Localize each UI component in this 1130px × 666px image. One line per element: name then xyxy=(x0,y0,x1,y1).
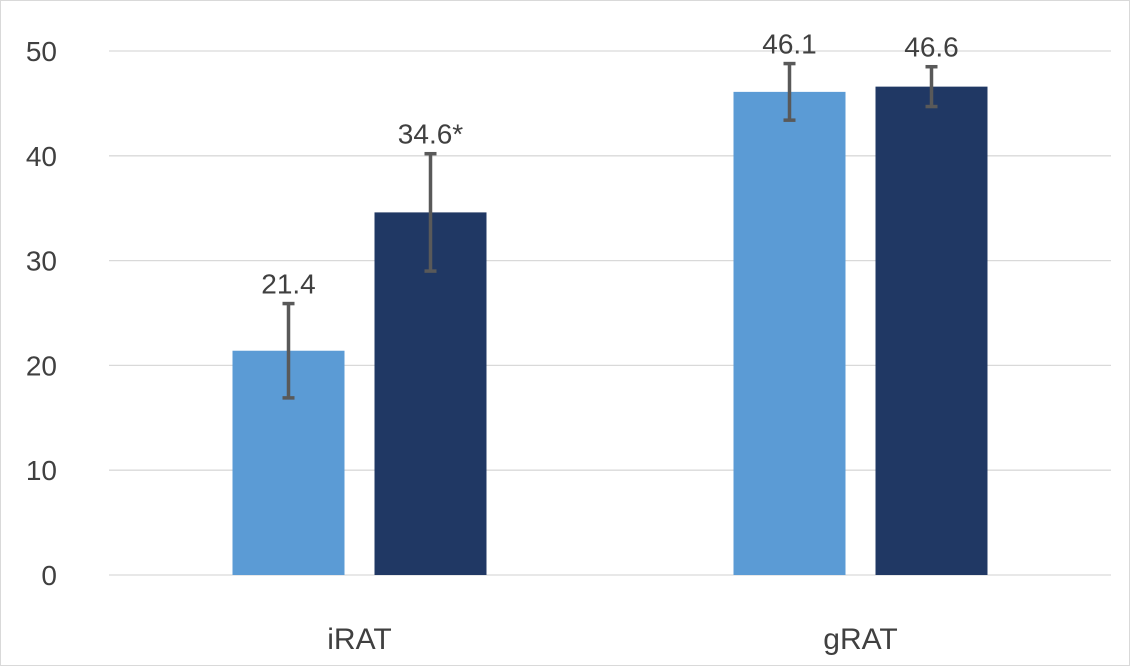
bar-grat-series-1 xyxy=(733,91,846,575)
y-tick-label: 20 xyxy=(26,350,57,381)
y-tick-label: 50 xyxy=(26,36,57,67)
error-bars xyxy=(282,61,938,400)
x-category-label: gRAT xyxy=(823,623,897,656)
data-label: 46.1 xyxy=(762,29,817,60)
y-tick-label: 0 xyxy=(41,560,57,591)
bars xyxy=(232,86,988,576)
bar-grat-series-2 xyxy=(875,86,988,576)
y-tick-label: 30 xyxy=(26,246,57,277)
x-category-label: iRAT xyxy=(327,623,391,656)
data-label: 34.6* xyxy=(398,119,463,150)
data-labels: 21.4 34.6* 46.1 46.6 xyxy=(261,29,959,300)
data-label: 21.4 xyxy=(261,269,316,300)
y-tick-label: 10 xyxy=(26,455,57,486)
axes: 0 10 20 30 40 50 iRAT gRAT xyxy=(26,36,898,656)
y-tick-label: 40 xyxy=(26,141,57,172)
data-label: 46.6 xyxy=(904,32,959,63)
